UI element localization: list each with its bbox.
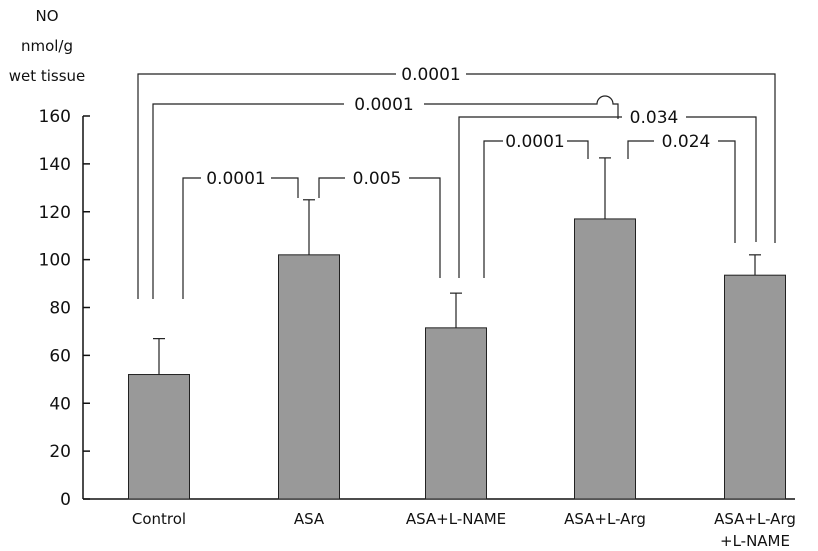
bar: [724, 274, 786, 500]
bar: [574, 218, 636, 500]
bracket-line: [318, 177, 345, 198]
x-tick-label: Control: [132, 510, 186, 528]
significance-bracket: 0.0001: [483, 132, 589, 278]
p-value-label: 0.005: [353, 169, 402, 189]
significance-bracket: 0.024: [627, 132, 736, 243]
x-tick-label: +L-NAME: [720, 532, 790, 550]
y-tick-label: 20: [49, 442, 71, 462]
significance-brackets: 0.0001 0.0001 0.034 0.0001 0.005 0.0001 0.024: [137, 65, 776, 299]
bracket-line: [152, 103, 344, 299]
y-ticks: 0 20 40 60 80 100 120 140 160: [39, 107, 90, 510]
significance-bracket: 0.005: [318, 169, 441, 278]
p-value-label: 0.0001: [505, 132, 564, 152]
p-value-label: 0.0001: [354, 95, 413, 115]
bracket-line: [458, 116, 622, 278]
p-value-label: 0.0001: [401, 65, 460, 85]
y-tick-label: 60: [49, 346, 71, 366]
x-tick-label: ASA+L-Arg: [564, 510, 646, 528]
bracket-line: [686, 116, 757, 242]
p-value-label: 0.024: [662, 132, 711, 152]
y-tick-label: 100: [39, 251, 71, 271]
significance-bracket: 0.0001: [152, 95, 619, 299]
bracket-line: [137, 73, 396, 299]
significance-bracket: 0.034: [458, 108, 757, 278]
significance-bracket: 0.0001: [137, 65, 776, 299]
significance-bracket: 0.0001: [182, 169, 299, 299]
bracket-line: [271, 177, 299, 198]
y-axis-label: NO nmol/g wet tissue: [9, 7, 86, 85]
bracket-line: [424, 95, 619, 119]
bar: [128, 374, 190, 500]
bar: [278, 254, 340, 500]
bar: [425, 327, 487, 500]
x-tick-labels: Control ASA ASA+L-NAME ASA+L-Arg ASA+L-Arg +L…: [132, 510, 796, 550]
bracket-line: [466, 73, 776, 243]
y-tick-label: 80: [49, 299, 71, 319]
y-tick-label: 140: [39, 155, 71, 175]
bracket-line: [409, 177, 441, 278]
y-tick-label: 120: [39, 203, 71, 223]
y-axis-label-line: nmol/g: [21, 37, 73, 55]
p-value-label: 0.034: [630, 108, 679, 128]
x-tick-label: ASA: [294, 510, 325, 528]
bracket-line: [483, 140, 503, 278]
y-tick-label: 40: [49, 394, 71, 414]
bracket-line: [567, 140, 589, 159]
p-value-label: 0.0001: [206, 169, 265, 189]
bracket-line: [718, 140, 736, 243]
bracket-line: [627, 140, 654, 159]
y-axis-label-line: wet tissue: [9, 67, 86, 85]
y-tick-label: 160: [39, 107, 71, 127]
bracket-line: [182, 177, 201, 299]
x-tick-label: ASA+L-Arg: [714, 510, 796, 528]
x-tick-label: ASA+L-NAME: [406, 510, 506, 528]
error-bars: [153, 157, 761, 375]
y-tick-label: 0: [60, 490, 71, 510]
y-axis-label-line: NO: [35, 7, 58, 25]
bars: [128, 218, 786, 500]
